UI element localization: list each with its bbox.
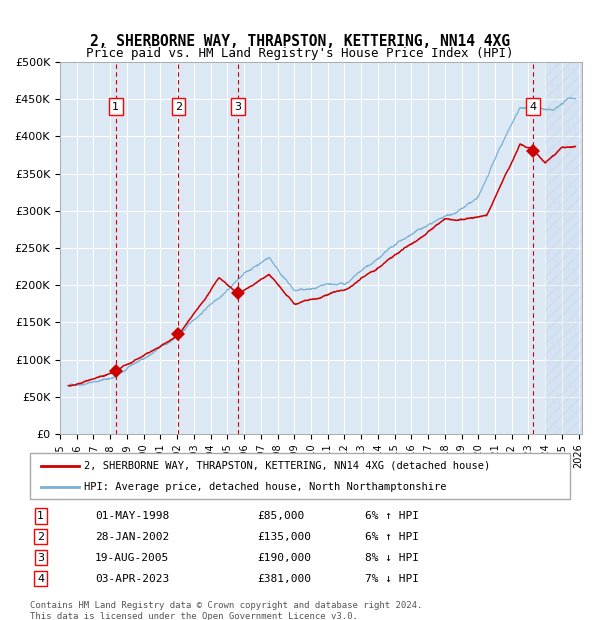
Text: £85,000: £85,000 [257,511,304,521]
Text: £190,000: £190,000 [257,552,311,562]
Text: 8% ↓ HPI: 8% ↓ HPI [365,552,419,562]
Text: Price paid vs. HM Land Registry's House Price Index (HPI): Price paid vs. HM Land Registry's House … [86,46,514,60]
FancyBboxPatch shape [30,453,570,499]
Text: 1: 1 [37,511,44,521]
Text: £135,000: £135,000 [257,532,311,542]
Text: Contains HM Land Registry data © Crown copyright and database right 2024.
This d: Contains HM Land Registry data © Crown c… [30,601,422,620]
Text: 1: 1 [112,102,119,112]
Text: 2: 2 [37,532,44,542]
Text: HPI: Average price, detached house, North Northamptonshire: HPI: Average price, detached house, Nort… [84,482,446,492]
Text: £381,000: £381,000 [257,574,311,583]
Text: 6% ↑ HPI: 6% ↑ HPI [365,532,419,542]
Text: 03-APR-2023: 03-APR-2023 [95,574,169,583]
Text: 2, SHERBORNE WAY, THRAPSTON, KETTERING, NN14 4XG (detached house): 2, SHERBORNE WAY, THRAPSTON, KETTERING, … [84,461,490,471]
Text: 28-JAN-2002: 28-JAN-2002 [95,532,169,542]
Bar [545,62,582,434]
Text: 01-MAY-1998: 01-MAY-1998 [95,511,169,521]
Text: 2, SHERBORNE WAY, THRAPSTON, KETTERING, NN14 4XG: 2, SHERBORNE WAY, THRAPSTON, KETTERING, … [90,34,510,49]
Text: 4: 4 [37,574,44,583]
Text: 6% ↑ HPI: 6% ↑ HPI [365,511,419,521]
Text: 2: 2 [175,102,182,112]
Text: 7% ↓ HPI: 7% ↓ HPI [365,574,419,583]
Text: 3: 3 [235,102,241,112]
Text: 19-AUG-2005: 19-AUG-2005 [95,552,169,562]
Text: 3: 3 [37,552,44,562]
Text: 4: 4 [529,102,536,112]
